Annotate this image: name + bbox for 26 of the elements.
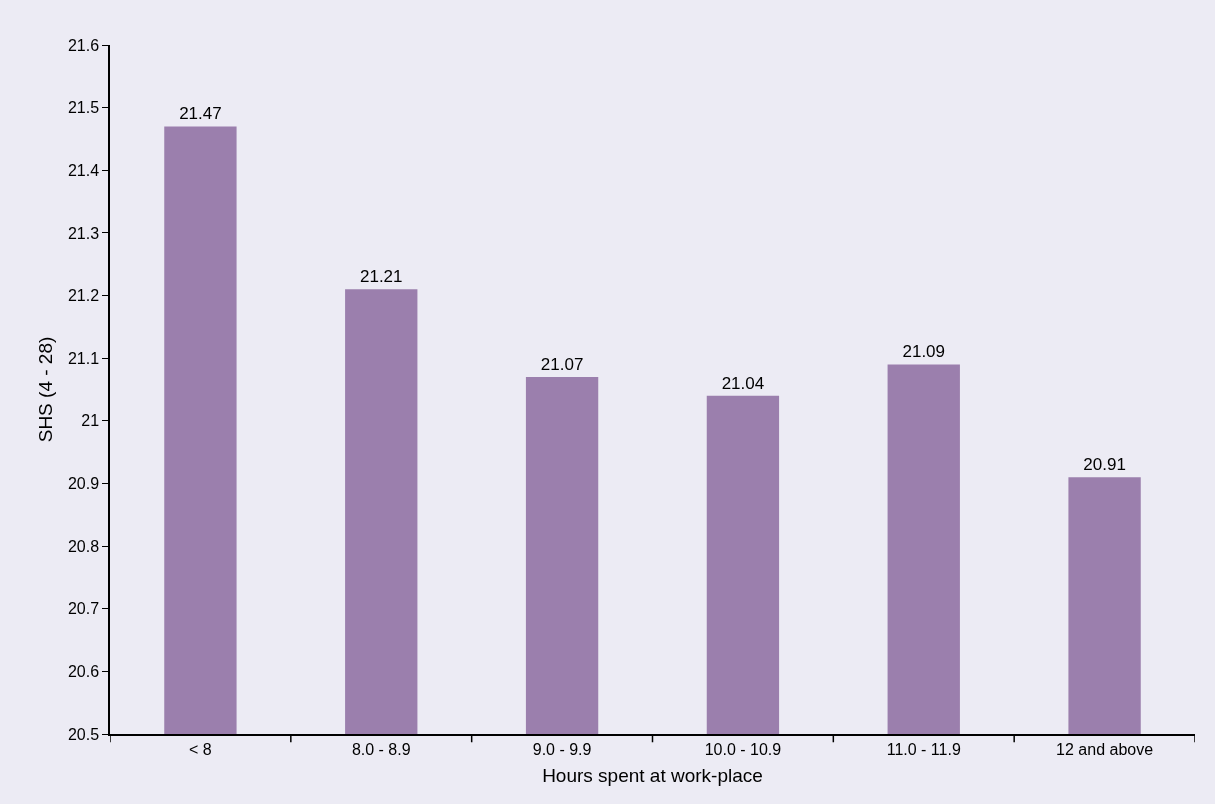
data-label: 21.47 [179,104,222,124]
x-tick-label: 12 and above [1056,740,1154,758]
y-tick-label: 20.5 [67,725,100,743]
y-tick-label: 20.7 [67,600,100,618]
y-tick-label: 21.1 [67,349,100,367]
y-tick-label: 21.4 [67,161,100,179]
data-label: 21.21 [359,267,403,287]
x-tick-label: 8.0 - 8.9 [351,740,411,758]
y-tick-label: 21 [81,412,100,430]
x-tick-label: 9.0 - 9.9 [532,740,592,758]
y-tick-label: 21.2 [67,287,100,305]
y-tick-label: 20.9 [67,475,100,493]
data-label: 21.09 [902,342,946,362]
y-tick-label: 20.8 [67,537,100,555]
data-label: 20.91 [1083,455,1126,475]
y-tick-label: 21.3 [67,224,100,242]
x-tick-label: < 8 [189,740,212,758]
data-label: 21.07 [540,354,584,374]
y-tick-label: 21.6 [67,36,100,54]
y-tick-label: 21.5 [67,99,100,117]
y-axis-title: SHS (4 - 28) [35,336,57,443]
x-axis-title: Hours spent at work-place [542,765,763,787]
x-tick-label: 10.0 - 10.9 [704,740,782,758]
data-label: 21.04 [721,373,765,393]
y-tick-label: 20.6 [67,662,100,680]
x-tick-label: 11.0 - 11.9 [886,740,961,758]
